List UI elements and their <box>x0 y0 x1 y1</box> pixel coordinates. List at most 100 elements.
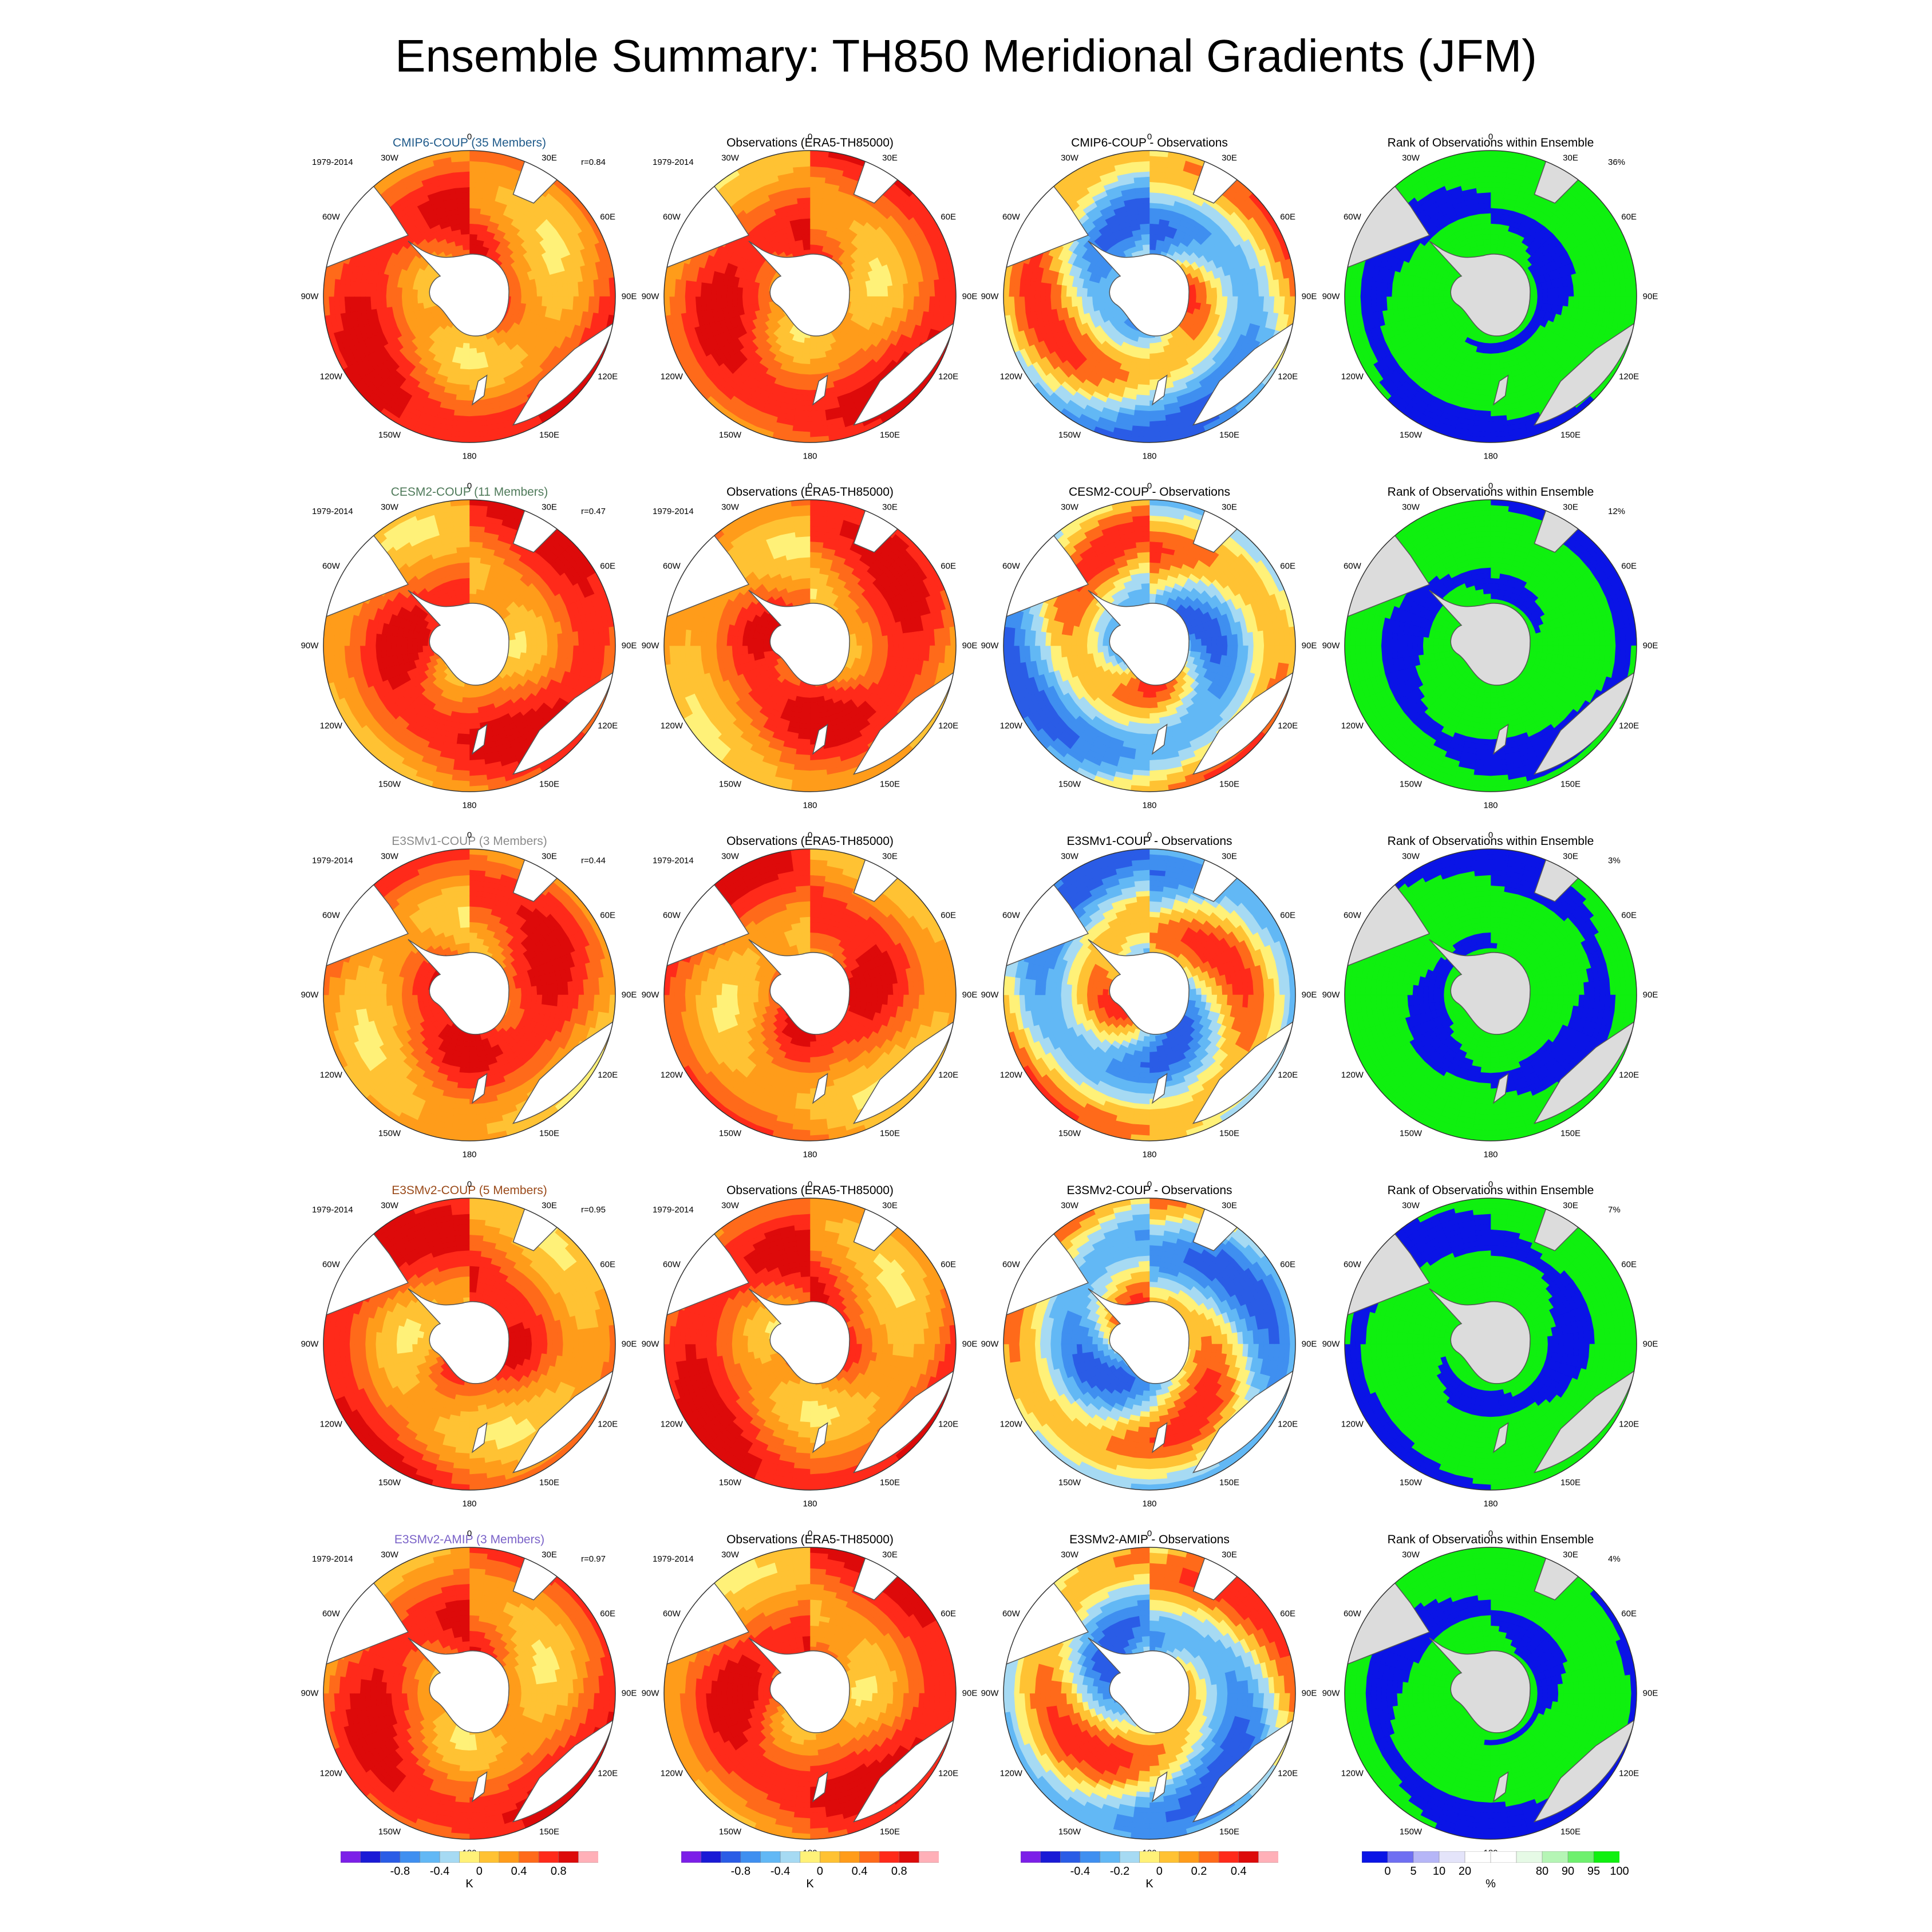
antarctica-land <box>1429 240 1531 337</box>
longitude-label: 60W <box>1002 212 1020 222</box>
longitude-label: 60W <box>322 561 340 571</box>
longitude-label: 90W <box>301 292 319 302</box>
colorbar-unit: K <box>806 1878 813 1891</box>
longitude-label: 30E <box>882 153 898 163</box>
longitude-label: 180 <box>1142 801 1156 811</box>
antarctica-land <box>408 1637 509 1733</box>
map-border <box>663 499 957 792</box>
panel-title-ensemble-mean: E3SMv2-AMIP (3 Members) <box>309 1533 630 1547</box>
longitude-label: 90E <box>1643 641 1658 651</box>
longitude-label: 60E <box>1621 561 1637 571</box>
period-label: 1979-2014 <box>653 1554 694 1564</box>
longitude-label: 150E <box>539 1477 559 1487</box>
longitude-label: 0 <box>1488 132 1493 142</box>
longitude-label: 0 <box>467 132 472 142</box>
longitude-label: 150W <box>1400 1827 1422 1836</box>
longitude-label: 60W <box>322 1259 340 1269</box>
australia-land <box>512 671 615 775</box>
map-border <box>1344 1547 1637 1840</box>
longitude-label: 150E <box>1560 1128 1581 1138</box>
colorbar-swatch <box>681 1851 702 1863</box>
antarctica-land <box>1429 590 1531 686</box>
longitude-label: 120W <box>1000 1070 1022 1080</box>
longitude-label: 120W <box>661 1419 683 1429</box>
longitude-label: 60E <box>1280 561 1295 571</box>
map-border <box>663 1198 957 1491</box>
longitude-label: 60W <box>1344 212 1361 222</box>
longitude-label: 90E <box>962 1689 978 1698</box>
new-zealand-land <box>1151 1073 1168 1104</box>
colorbar-swatch <box>919 1851 939 1863</box>
longitude-label: 150W <box>719 430 741 440</box>
longitude-label: 150W <box>1400 1477 1422 1487</box>
australia-land <box>1192 1020 1295 1124</box>
longitude-label: 180 <box>803 1150 817 1160</box>
map-rank-row-4 <box>1344 1198 1637 1491</box>
colorbar-tick-label: 5 <box>1410 1865 1416 1878</box>
colorbar-swatch <box>459 1851 480 1863</box>
longitude-label: 30W <box>1402 1550 1420 1560</box>
longitude-label: 60W <box>663 1259 681 1269</box>
longitude-label: 180 <box>1483 1499 1498 1509</box>
panel-title-difference: E3SMv2-AMIP - Observations <box>989 1533 1310 1547</box>
longitude-label: 120W <box>320 372 342 381</box>
new-zealand-land <box>1492 1422 1509 1453</box>
period-label: 1979-2014 <box>653 1205 694 1215</box>
australia-land <box>1192 322 1295 426</box>
longitude-label: 150W <box>378 779 401 789</box>
period-label: 1979-2014 <box>312 1205 353 1215</box>
longitude-label: 150W <box>378 1477 401 1487</box>
period-label: 1979-2014 <box>312 1554 353 1564</box>
colorbar-swatch <box>1218 1851 1239 1863</box>
colorbar-swatch <box>1464 1851 1491 1863</box>
longitude-label: 120W <box>661 1768 683 1778</box>
antarctica-land <box>1088 1637 1190 1733</box>
longitude-label: 90E <box>622 641 637 651</box>
longitude-label: 90E <box>962 1340 978 1349</box>
colorbar-swatch <box>1100 1851 1120 1863</box>
antarctica-land <box>408 939 509 1035</box>
longitude-label: 30E <box>1563 153 1578 163</box>
map-border <box>663 150 957 443</box>
panel-title-ensemble-mean: E3SMv1-COUP (3 Members) <box>309 835 630 848</box>
longitude-label: 30W <box>381 503 398 512</box>
longitude-label: 60E <box>1280 1609 1295 1618</box>
map-rank-row-3 <box>1344 848 1637 1141</box>
longitude-label: 30E <box>1222 852 1237 862</box>
longitude-label: 0 <box>467 831 472 840</box>
colorbar-tick-label: 90 <box>1562 1865 1574 1878</box>
longitude-label: 60W <box>663 1609 681 1618</box>
australia-land <box>1192 1369 1295 1473</box>
colorbar-swatch <box>1387 1851 1414 1863</box>
panel-title-ensemble-mean: E3SMv2-COUP (5 Members) <box>309 1184 630 1198</box>
rank-percent: 36% <box>1608 157 1625 167</box>
longitude-label: 120W <box>1341 372 1364 381</box>
longitude-label: 60E <box>600 1609 615 1618</box>
colorbar-swatch <box>820 1851 840 1863</box>
new-zealand-land <box>812 374 828 406</box>
longitude-label: 90E <box>622 292 637 302</box>
antarctica-land <box>408 1288 509 1384</box>
panel-title-rank: Rank of Observations within Ensemble <box>1330 485 1651 499</box>
longitude-label: 90E <box>622 1340 637 1349</box>
longitude-label: 60W <box>1344 1259 1361 1269</box>
map-difference-row-1 <box>1003 150 1296 443</box>
colorbar-tick-label: 0 <box>1384 1865 1390 1878</box>
colorbar-tick-label: 10 <box>1433 1865 1445 1878</box>
longitude-label: 30E <box>542 503 557 512</box>
longitude-label: 30W <box>1061 153 1078 163</box>
pattern-correlation: r=0.97 <box>581 1554 606 1564</box>
longitude-label: 30E <box>882 1550 898 1560</box>
longitude-label: 60W <box>1002 910 1020 920</box>
longitude-label: 90W <box>981 641 999 651</box>
longitude-label: 150W <box>378 1128 401 1138</box>
australia-land <box>1192 1718 1295 1823</box>
antarctica-land <box>1429 939 1531 1035</box>
longitude-label: 0 <box>1147 1529 1152 1539</box>
longitude-label: 120W <box>661 1070 683 1080</box>
longitude-label: 150W <box>1058 1477 1081 1487</box>
longitude-label: 90W <box>642 1689 659 1698</box>
pattern-correlation: r=0.47 <box>581 507 606 516</box>
longitude-label: 30E <box>1563 1550 1578 1560</box>
longitude-label: 30W <box>381 852 398 862</box>
